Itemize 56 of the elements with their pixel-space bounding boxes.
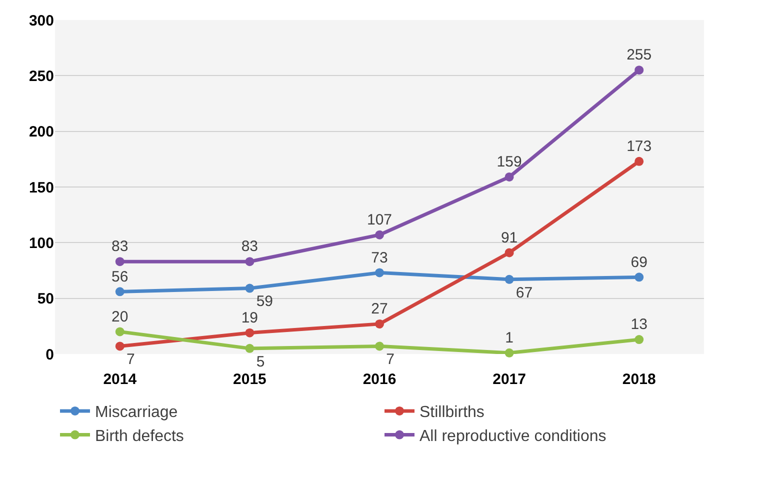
y-tick-label: 50 [37,290,54,308]
legend-label: Stillbirths [420,404,484,422]
data-label: 7 [126,351,135,368]
point [115,327,124,336]
y-tick-label: 100 [28,234,54,252]
data-label: 73 [371,249,388,266]
point [504,274,514,284]
x-tick-label: 2018 [622,371,656,388]
point [634,335,644,344]
point [375,319,384,328]
y-tick-label: 200 [28,124,54,141]
point [375,230,384,240]
y-tick-label: 150 [28,179,54,196]
data-label: 107 [366,211,392,228]
point [504,248,514,258]
point [115,287,124,296]
data-label: 67 [516,284,533,302]
point [375,342,384,351]
data-label: 5 [256,353,265,370]
y-tick-label: 250 [28,68,54,85]
data-label: 20 [112,308,128,326]
point [115,342,124,351]
data-label: 173 [626,138,652,156]
x-tick-label: 2016 [362,371,396,388]
data-label: 13 [630,316,648,334]
point [504,172,514,182]
x-tick-label: 2017 [492,371,526,388]
x-tick-label: 2015 [233,371,266,388]
data-label: 1 [505,330,514,347]
legend-label: All reproductive conditions [420,428,606,446]
point [245,344,254,353]
data-label: 83 [112,238,128,256]
data-label: 56 [112,268,128,286]
x-tick-label: 2014 [103,371,138,388]
data-label: 69 [630,254,648,271]
data-label: 7 [386,351,394,368]
legend-label: Miscarriage [95,404,178,422]
point [245,284,254,293]
point [245,257,254,266]
point [634,156,644,166]
legend-label: Birth defects [95,428,184,446]
data-label: 159 [496,154,522,171]
data-label: 59 [256,293,274,310]
point [634,272,644,282]
data-label: 255 [626,46,652,64]
point [245,328,254,338]
point [375,268,384,278]
point [115,257,124,266]
data-label: 83 [241,238,258,256]
y-tick-label: 0 [46,346,54,364]
data-label: 19 [241,309,258,326]
point [634,66,644,75]
point [504,348,514,358]
data-label: 91 [500,229,518,246]
y-tick-label: 300 [28,12,54,30]
data-label: 27 [371,300,388,318]
